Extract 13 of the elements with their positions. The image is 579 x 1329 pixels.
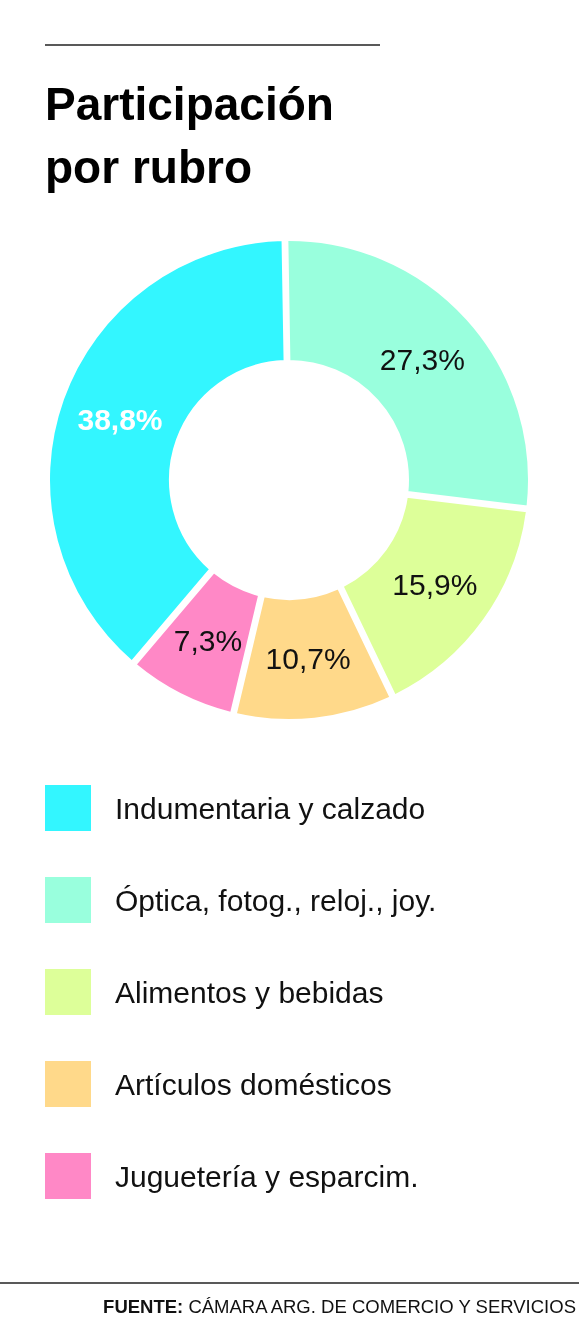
legend-label: Indumentaria y calzado: [115, 791, 426, 825]
legend-label: Artículos domésticos: [115, 1067, 392, 1101]
data-label: 27,3%: [379, 343, 465, 377]
data-label: 38,8%: [77, 403, 163, 437]
legend-label: Alimentos y bebidas: [115, 975, 384, 1009]
data-label: 15,9%: [392, 568, 478, 602]
chart-title: Participación por rubro: [45, 78, 334, 193]
data-label: 7,3%: [173, 623, 243, 657]
legend-label: Óptica, fotog., reloj., joy.: [115, 883, 437, 917]
donut-slice: [134, 571, 261, 714]
source-note: FUENTE: CÁMARA ARG. DE COMERCIO Y SERVICIOS: [103, 1296, 576, 1317]
data-label: 10,7%: [265, 641, 351, 675]
legend-label: Juguetería y esparcim.: [115, 1159, 419, 1193]
